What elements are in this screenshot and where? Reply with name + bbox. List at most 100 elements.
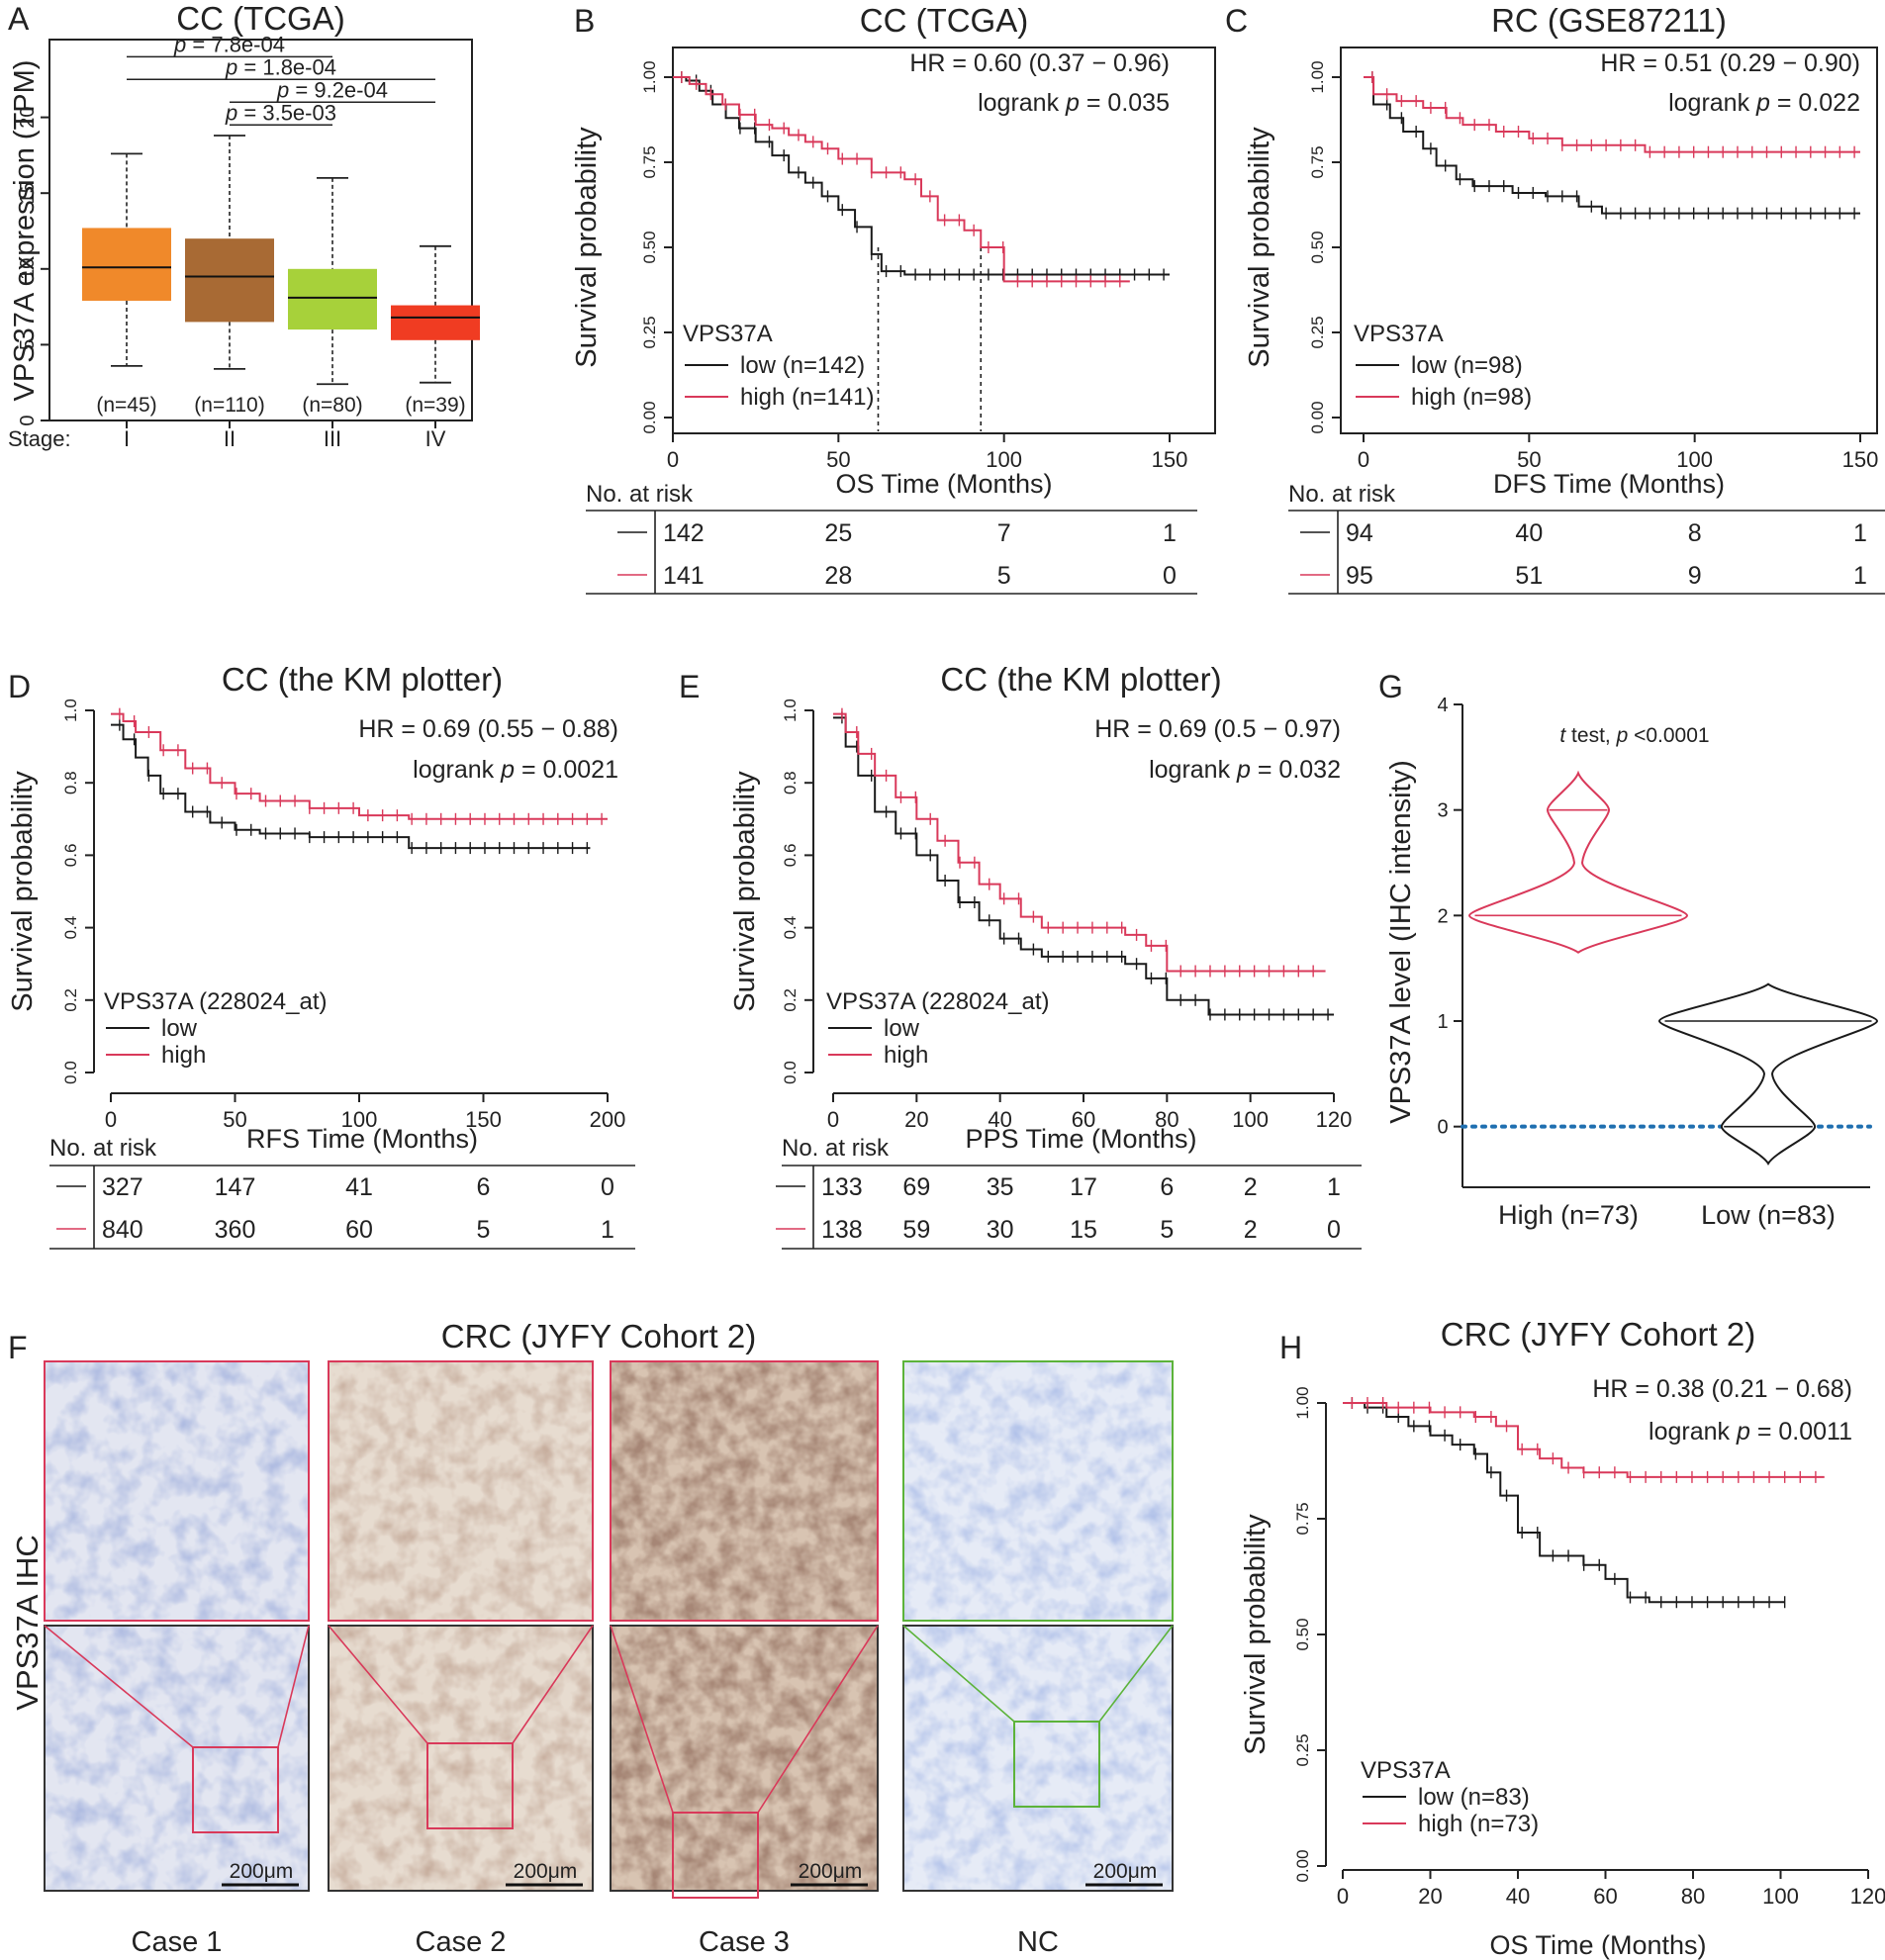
panel-f-case-label-4: NC — [1017, 1926, 1059, 1958]
panel-c-risk-value-low: 40 — [1515, 519, 1543, 547]
panel-d-legend-label-high: high — [161, 1042, 206, 1069]
panel-c-xtick-label: 100 — [1676, 447, 1713, 472]
panel-f-zoom-texture — [329, 1361, 593, 1621]
panel-f-overview-frame — [902, 1625, 1174, 1892]
panel-d-risk-value-high: 60 — [345, 1216, 373, 1244]
panel-e-risk-value-low: 133 — [821, 1173, 863, 1201]
panel-d-risk-value-low: 327 — [102, 1173, 143, 1201]
panel-e-ytick-label: 0.2 — [781, 988, 800, 1012]
panel-h-xtick-label: 0 — [1337, 1884, 1349, 1909]
panel-c-hr: HR = 0.51 (0.29 − 0.90) — [1600, 49, 1860, 77]
panel-a-count-1: (n=45) — [96, 394, 156, 417]
panel-a-comparison-label-0-part-0: p — [173, 32, 186, 56]
panel-e-legend-label-high: high — [884, 1042, 928, 1069]
panel-d-ylabel: Survival probability — [7, 771, 39, 1012]
panel-d-risk-value-low: 0 — [601, 1173, 614, 1201]
panel-e-xtick-label: 100 — [1232, 1107, 1269, 1132]
panel-a-comparison-label-3: p = 3.5e-03 — [225, 100, 336, 125]
panel-b: CC (TCGA)0.000.250.500.751.000 50 100 150OS… — [571, 2, 1216, 595]
panel-g-ytick-label: 3 — [1437, 800, 1448, 822]
panel-a-xtick-label-2: II — [224, 426, 236, 451]
panel-a-xtick-label-3: III — [324, 426, 341, 451]
panel-d-legend-title: VPS37A (228024_at) — [104, 988, 328, 1015]
panel-c-logrank: logrank p = 0.022 — [1668, 89, 1860, 117]
panel-f-zoom-line-left — [902, 1625, 1015, 1723]
panel-d-logrank-part-0: logrank — [413, 756, 501, 784]
panel-e-censor-high — [841, 707, 1314, 978]
panel-c-ytick-label: 0.00 — [1308, 401, 1327, 433]
panel-b-logrank-part-2: = 0.035 — [1080, 89, 1170, 117]
panel-a-comparison-label-0: p = 7.8e-04 — [173, 32, 285, 56]
panel-b-xtick-label: 100 — [986, 447, 1022, 472]
panel-c-logrank-part-1: p — [1755, 89, 1770, 117]
panel-letter-g: G — [1378, 669, 1403, 704]
panel-d-risk-value-high: 840 — [102, 1216, 143, 1244]
panel-a-ytick-label: 0 — [17, 415, 39, 425]
panel-b-logrank: logrank p = 0.035 — [978, 89, 1170, 117]
panel-b-risk-value-low: 1 — [1163, 519, 1177, 547]
panel-f-zoom-texture — [45, 1361, 309, 1621]
panel-a-count-4: (n=39) — [405, 394, 465, 417]
panel-f-row-label: VPS37A IHC — [10, 1535, 45, 1710]
panel-b-risk-value-low: 25 — [824, 519, 852, 547]
panel-b-risk-value-high: 5 — [997, 562, 1011, 590]
panel-d-xlabel: RFS Time (Months) — [246, 1124, 478, 1154]
panel-e-ytick-label: 0.0 — [781, 1061, 800, 1084]
panel-b-risk-value-high: 0 — [1163, 562, 1177, 590]
panel-e-xlabel: PPS Time (Months) — [965, 1124, 1196, 1154]
panel-b-ylabel: Survival probability — [571, 127, 603, 368]
panel-a-comparison-label-3-part-0: p — [225, 100, 237, 125]
panel-f-case-4: 200μm NC — [902, 1360, 1174, 1958]
panel-c-risk-value-high: 9 — [1688, 562, 1702, 590]
panel-f-scale-bar-label: 200μm — [799, 1860, 863, 1883]
panel-h-xtick-label: 80 — [1681, 1884, 1705, 1909]
panel-b-hr: HR = 0.60 (0.37 − 0.96) — [909, 49, 1170, 77]
panel-c-censor-high — [1371, 71, 1855, 158]
panel-d-xtick-label: 150 — [465, 1107, 502, 1132]
panel-h-xlabel: OS Time (Months) — [1489, 1930, 1706, 1960]
panel-e-ytick-label: 0.6 — [781, 844, 800, 868]
panel-e-censor-low — [841, 711, 1329, 1021]
panel-f-zoom-line-right — [277, 1625, 310, 1748]
panel-f-scale-bar-label: 200μm — [230, 1860, 294, 1883]
panel-d-risk-value-low: 147 — [215, 1173, 256, 1201]
panel-a-box-stage-1 — [82, 152, 171, 367]
panel-e-curve-low — [833, 716, 1334, 1016]
panel-f-zoom-line-left — [328, 1625, 428, 1744]
panel-e-legend-title: VPS37A (228024_at) — [826, 988, 1050, 1015]
panel-d-ytick-label: 0.2 — [61, 988, 80, 1012]
panel-c-ylabel: Survival probability — [1244, 127, 1275, 368]
panel-h-legend-label-low: low (n=83) — [1418, 1784, 1530, 1811]
panel-f-zoom-frame — [44, 1360, 310, 1622]
panel-f: CRC (JYFY Cohort 2) VPS37A IHC 200μm Case 1… — [10, 1318, 1174, 1958]
panel-h-censor-low — [1351, 1397, 1786, 1609]
panel-e-xtick-label: 0 — [827, 1107, 839, 1132]
panel-b-curve-low — [673, 76, 1170, 276]
panel-f-overview-texture — [903, 1626, 1173, 1891]
panel-g-group-label-low: Low (n=83) — [1701, 1200, 1836, 1230]
panel-h-xtick-label: 60 — [1593, 1884, 1617, 1909]
panel-f-scale-bar-label: 200μm — [1093, 1860, 1158, 1883]
panel-d: CC (the KM plotter)0.00.20.40.60.81.00 50… — [7, 661, 635, 1250]
panel-e: CC (the KM plotter)0.00.20.40.60.81.00 20… — [729, 661, 1362, 1250]
panel-c-title: RC (GSE87211) — [1491, 2, 1727, 39]
panel-d-curve-low — [111, 723, 591, 850]
panel-letter-h: H — [1279, 1330, 1302, 1365]
panel-c-xtick-label: 150 — [1842, 447, 1879, 472]
panel-e-legend-label-low: low — [884, 1015, 920, 1042]
panel-g-annotation-part-0: t — [1559, 724, 1566, 747]
panel-d-ytick-label: 0.0 — [61, 1061, 80, 1084]
panel-h-ytick-label: 0.50 — [1293, 1618, 1312, 1650]
panel-b-legend-label-high: high (n=141) — [740, 384, 874, 411]
panel-d-risk-value-high: 1 — [601, 1216, 614, 1244]
panel-d-ytick-label: 0.4 — [61, 916, 80, 940]
panel-g-annotation-part-1: test, — [1565, 724, 1616, 747]
panel-b-xtick-label: 150 — [1152, 447, 1188, 472]
panel-b-risk-value-low: 142 — [663, 519, 705, 547]
panel-a-box — [288, 268, 377, 330]
panel-h-ytick-label: 1.00 — [1293, 1386, 1312, 1419]
panel-c-ytick-label: 0.25 — [1308, 316, 1327, 348]
panel-f-case-2: 200μm Case 2 — [328, 1360, 594, 1958]
panel-h-hr: HR = 0.38 (0.21 − 0.68) — [1592, 1375, 1852, 1403]
panel-g-violin-low — [1657, 982, 1879, 1166]
